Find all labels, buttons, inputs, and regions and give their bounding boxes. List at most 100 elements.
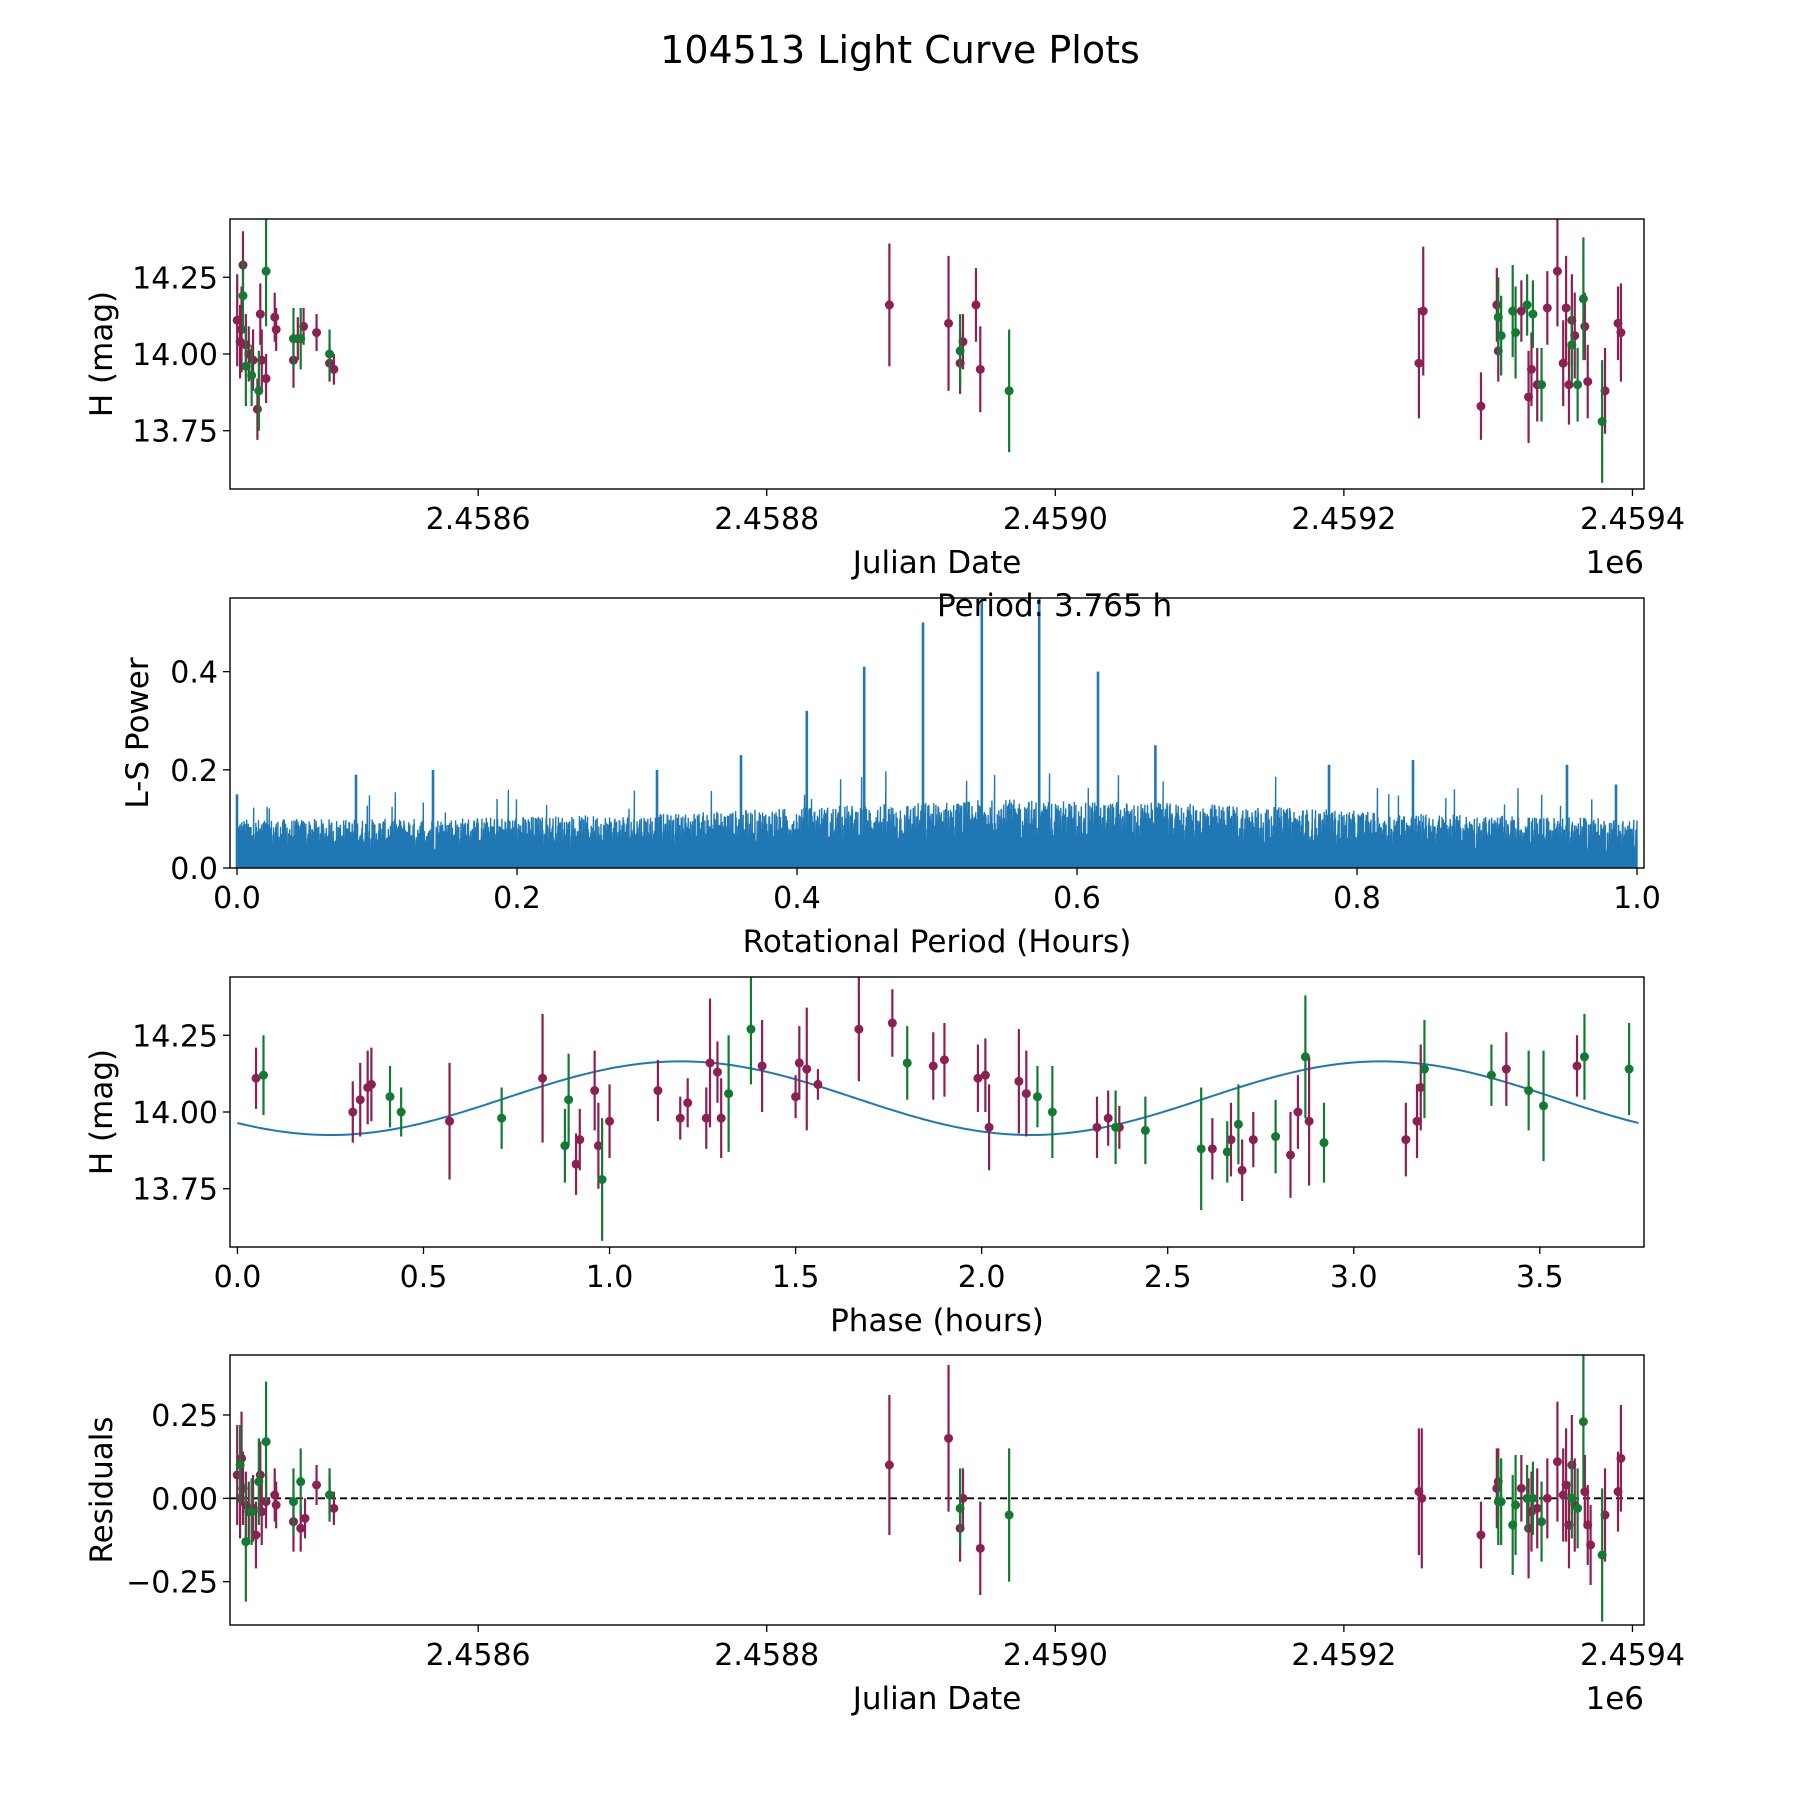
point-marker [1496,1497,1506,1507]
data-point [396,1087,406,1137]
data-point [560,1108,570,1183]
data-point [329,1491,339,1525]
point-marker [1004,1510,1014,1520]
point-marker [1496,331,1506,341]
data-point [975,326,985,413]
data-point [955,1468,965,1549]
data-point [705,998,715,1128]
y-axis-label: H (mag) [84,291,120,417]
data-point [1476,1501,1486,1569]
point-marker [1412,1116,1422,1126]
point-marker [975,1543,985,1553]
x-tick-label: 2.4594 [1580,1638,1685,1673]
data-point [1516,280,1526,342]
x-tick-label: 2.5 [1144,1260,1192,1295]
point-marker [396,1107,406,1117]
data-point [1492,1448,1502,1529]
point-marker [247,1507,257,1517]
point-marker [973,1073,983,1083]
point-marker [802,1064,812,1074]
point-marker [252,404,262,414]
data-point [1496,1458,1506,1545]
point-marker [1580,321,1590,331]
point-marker [247,370,257,380]
point-marker [355,1095,365,1105]
point-marker [255,309,265,319]
x-axis-label: Rotational Period (Hours) [743,924,1132,960]
data-point [1207,1118,1217,1180]
data-point [1476,372,1486,440]
data-point [261,219,271,327]
x-tick-label: 2.4594 [1580,502,1685,537]
data-point [571,1133,581,1195]
point-marker [254,1477,264,1487]
x-tick-label: 1.0 [586,1260,634,1295]
data-point [955,314,965,388]
period-annotation: Period: 3.765 h [937,588,1172,624]
panel-2-data [235,598,1638,868]
point-marker [497,1113,507,1123]
point-marker [238,291,248,301]
x-offset-label: 1e6 [1585,545,1644,581]
point-marker [1524,1086,1534,1096]
panel-1-data [232,219,1626,483]
x-axis-label: Julian Date [851,1681,1022,1717]
data-point [1578,1355,1588,1489]
data-point [1522,274,1532,336]
data-point [884,1395,894,1535]
y-tick-label: 0.2 [170,754,218,789]
data-point [590,1050,600,1131]
data-point [271,1481,281,1529]
x-tick-label: 3.0 [1330,1260,1378,1295]
y-tick-label: 14.00 [132,338,218,373]
point-marker [1233,1119,1243,1129]
point-marker [1304,1116,1314,1126]
data-point [1412,1084,1422,1159]
data-point [1567,1458,1577,1539]
y-tick-label: 0.0 [170,852,218,887]
data-point [1539,1050,1549,1162]
point-marker [1111,1122,1121,1132]
point-marker [261,374,271,384]
point-marker [1047,1107,1057,1117]
y-tick-label: 14.25 [132,261,218,296]
panel-1: 2.4586 2.4588 2.4590 2.4592 2.4594 13.75 14.00… [84,218,1685,581]
data-point [1401,1102,1411,1177]
point-marker [445,1116,455,1126]
point-marker [597,1175,607,1184]
periodogram-line [236,771,1638,868]
data-point [1417,1428,1427,1569]
point-marker [1516,1483,1526,1493]
data-point [255,283,265,345]
x-tick-label: 2.4586 [426,1638,531,1673]
point-marker [813,1079,823,1089]
data-point [355,1062,365,1137]
data-point [366,1047,376,1122]
data-point [813,1069,823,1100]
point-marker [975,364,985,374]
point-marker [1586,1540,1596,1550]
x-tick-label: 2.4590 [1003,1638,1108,1673]
data-point [445,1062,455,1180]
point-marker [1476,401,1486,411]
point-marker [241,361,251,371]
x-tick-label: 2.4592 [1291,1638,1396,1673]
point-marker [944,318,954,328]
data-point [1616,283,1626,382]
point-marker [1578,294,1588,304]
data-point [248,329,258,391]
y-axis-label: H (mag) [84,1049,120,1175]
point-marker [296,1523,306,1533]
data-point [944,255,954,391]
point-marker [854,1024,864,1034]
data-point [241,1481,251,1602]
fit-curve [237,1060,1639,1137]
point-marker [1511,1500,1521,1510]
data-point [605,1084,615,1159]
data-point [653,1059,663,1122]
point-marker [928,1061,938,1071]
data-point [1542,271,1552,345]
data-point [1616,1405,1626,1512]
data-point [258,1035,268,1116]
data-point [1528,280,1538,348]
